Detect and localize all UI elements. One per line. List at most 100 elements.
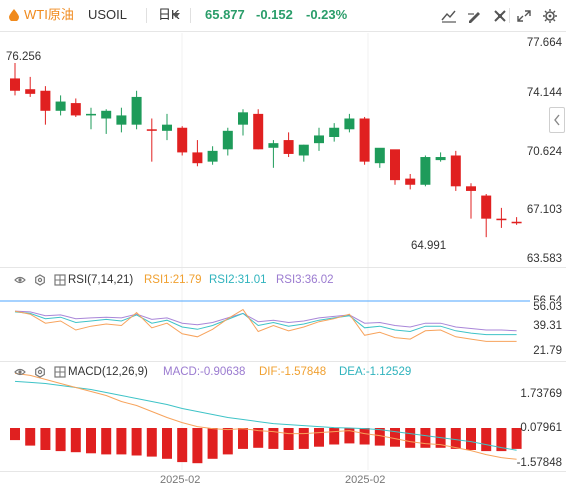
- candle-body: [86, 113, 96, 116]
- macd-bar: [207, 427, 218, 459]
- eye-icon[interactable]: [14, 274, 26, 286]
- rsi2-line: [14, 311, 517, 336]
- macd-bar: [146, 427, 157, 457]
- rsi2-value: RSI2:31.01: [209, 274, 267, 286]
- dif-line: [14, 372, 517, 460]
- macd-axis-label: 1.73769: [520, 388, 562, 400]
- draw-icon[interactable]: [466, 8, 484, 24]
- macd-bar: [222, 427, 233, 455]
- toolbar-divider: [190, 8, 191, 23]
- dea-value: DEA:-1.12529: [339, 366, 412, 378]
- candle-body: [222, 130, 233, 150]
- candle-body: [40, 90, 51, 111]
- candle-body: [70, 103, 81, 116]
- settings-icon[interactable]: [34, 366, 46, 378]
- low-price-marker: 64.991: [411, 240, 447, 252]
- panel-divider: [0, 361, 566, 362]
- candle-body: [420, 157, 431, 185]
- candle-body: [10, 78, 20, 91]
- macd-bar: [450, 427, 461, 449]
- macd-bar: [268, 427, 279, 449]
- macd-bar: [162, 427, 172, 459]
- candle-body: [405, 178, 416, 185]
- macd-bar: [511, 427, 522, 449]
- candle-body: [359, 118, 370, 162]
- macd-bar: [466, 427, 476, 450]
- symbol-name[interactable]: WTI原油: [24, 7, 74, 22]
- rsi3-value: RSI3:36.02: [276, 274, 334, 286]
- macd-bar: [192, 427, 203, 464]
- rsi-axis-label: 21.79: [533, 345, 562, 357]
- macd-bar: [253, 427, 264, 448]
- price-axis-label: 70.624: [526, 146, 562, 158]
- rsi-axis-label: 39.31: [533, 320, 562, 332]
- macd-axis-label: 0.07961: [520, 422, 562, 434]
- macd-value: MACD:-0.90638: [163, 366, 246, 378]
- toolbar-divider: [146, 8, 147, 23]
- chevron-down-icon[interactable]: [172, 13, 180, 18]
- price-axis-label: 74.144: [526, 87, 562, 99]
- rsi1-value: RSI1:21.79: [144, 274, 202, 286]
- macd-bar: [10, 427, 20, 441]
- macd-bar: [481, 427, 492, 452]
- price-change-percent: -0.23%: [306, 7, 348, 22]
- macd-bar: [314, 427, 324, 447]
- macd-title[interactable]: MACD(12,26,9): [68, 366, 148, 378]
- rsi1-line: [14, 308, 517, 342]
- macd-bar: [496, 427, 507, 452]
- expand-icon[interactable]: [515, 8, 533, 24]
- candle-body: [496, 218, 507, 221]
- settings-icon[interactable]: [541, 8, 559, 24]
- price-axis-label: 77.664: [526, 37, 562, 49]
- candle-body: [314, 135, 324, 144]
- date-axis-label: 2025-02: [160, 474, 201, 486]
- high-price-marker: 76.256: [6, 51, 42, 63]
- macd-bar: [177, 427, 188, 463]
- candle-body: [511, 221, 522, 224]
- candle-body: [207, 150, 218, 162]
- tools-icon[interactable]: [491, 8, 509, 24]
- candle-body: [344, 118, 355, 130]
- macd-bar: [390, 427, 400, 447]
- indicator-icon[interactable]: [440, 8, 458, 24]
- candle-body: [283, 140, 294, 154]
- indicator-table-icon[interactable]: [54, 366, 66, 378]
- symbol-code[interactable]: USOIL: [88, 7, 128, 22]
- price-axis-label: 63.583: [526, 253, 562, 265]
- candle-body: [55, 101, 66, 111]
- macd-bar: [405, 427, 416, 448]
- candle-body: [329, 127, 340, 137]
- dea-line: [14, 380, 517, 451]
- eye-icon[interactable]: [14, 366, 26, 378]
- indicator-table-icon[interactable]: [54, 274, 66, 286]
- oil-drop-icon: [9, 9, 19, 21]
- candle-body: [390, 149, 400, 181]
- macd-bar: [238, 427, 248, 449]
- macd-bar: [25, 427, 36, 446]
- settings-icon[interactable]: [34, 274, 46, 286]
- candle-body: [25, 89, 36, 94]
- candle-body: [162, 124, 172, 131]
- macd-bar: [344, 427, 355, 444]
- macd-bar: [116, 427, 127, 455]
- toolbar-divider: [509, 8, 510, 23]
- candle-body: [374, 147, 385, 164]
- candle-body: [146, 129, 157, 131]
- macd-bar: [40, 427, 51, 450]
- macd-bar: [283, 427, 294, 450]
- macd-bar: [329, 427, 340, 445]
- period-selector[interactable]: 日K: [158, 7, 180, 22]
- date-axis-divider: [0, 471, 566, 472]
- candle-body: [298, 144, 309, 156]
- candle-body: [435, 157, 446, 161]
- candle-body: [101, 110, 112, 119]
- price-change: -0.152: [256, 7, 293, 22]
- macd-bar: [101, 427, 112, 455]
- candle-body: [238, 112, 248, 125]
- collapse-panel-button[interactable]: [549, 107, 565, 133]
- rsi-title[interactable]: RSI(7,14,21): [68, 274, 134, 286]
- candle-body: [268, 143, 279, 148]
- candle-body: [481, 195, 492, 219]
- macd-bar: [359, 427, 370, 445]
